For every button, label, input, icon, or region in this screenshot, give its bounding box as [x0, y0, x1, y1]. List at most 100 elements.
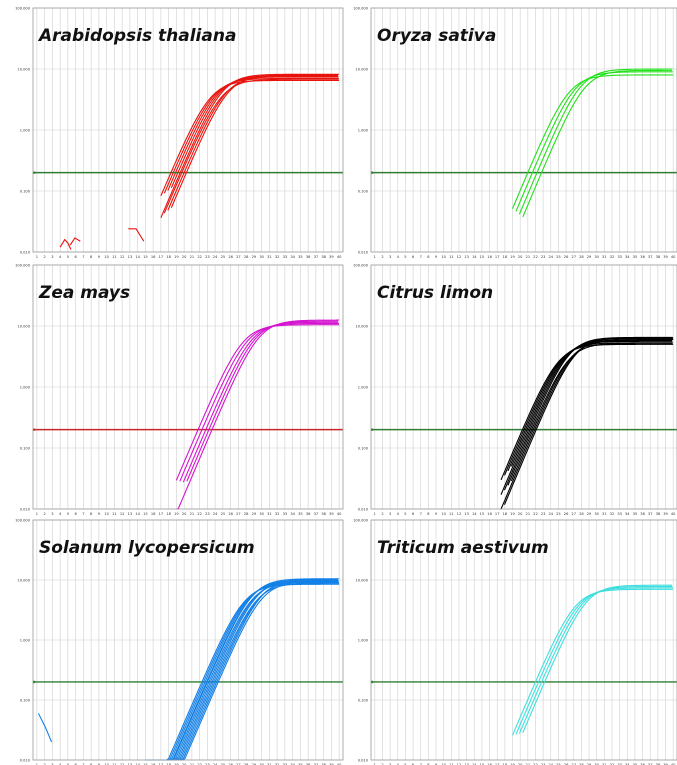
x-tick-label: 16	[487, 512, 492, 516]
x-tick-label: 28	[244, 512, 249, 516]
x-tick-label: 37	[648, 512, 653, 516]
plot-frame	[32, 7, 344, 253]
x-tick-label: 7	[82, 763, 84, 765]
x-tick-label: 21	[526, 512, 531, 516]
x-tick-label: 33	[617, 255, 622, 259]
y-tick-label: 100.000	[15, 7, 31, 11]
x-tick-label: 15	[480, 512, 485, 516]
x-tick-label: 4	[59, 763, 62, 765]
x-tick-label: 21	[190, 255, 195, 259]
x-tick-label: 39	[663, 255, 668, 259]
amplification-curve	[179, 322, 339, 482]
x-tick-label: 15	[480, 763, 485, 765]
x-tick-label: 30	[594, 512, 599, 516]
plot-frame	[370, 519, 677, 761]
x-tick-label: 23	[205, 512, 210, 516]
x-tick-label: 39	[663, 512, 668, 516]
x-tick-label: 25	[221, 255, 226, 259]
x-tick-label: 27	[571, 512, 576, 516]
x-tick-label: 15	[143, 763, 148, 765]
x-tick-label: 29	[587, 763, 592, 765]
x-tick-label: 5	[404, 255, 406, 259]
x-tick-label: 25	[556, 255, 561, 259]
y-tick-label: 0.100	[20, 699, 31, 703]
x-tick-label: 31	[267, 763, 272, 765]
x-tick-label: 18	[166, 763, 171, 765]
x-tick-label: 10	[104, 255, 109, 259]
x-tick-label: 18	[503, 763, 508, 765]
x-tick-label: 12	[120, 255, 125, 259]
x-tick-label: 32	[275, 763, 280, 765]
x-tick-label: 26	[228, 255, 233, 259]
x-tick-label: 13	[464, 763, 469, 765]
amplification-curve	[186, 320, 338, 482]
x-tick-label: 11	[112, 763, 117, 765]
plot-frame	[370, 7, 677, 253]
x-tick-label: 9	[435, 763, 438, 765]
panel-title: Arabidopsis thaliana	[37, 26, 236, 46]
x-tick-label: 39	[329, 255, 334, 259]
y-tick-label: 100.000	[353, 264, 369, 268]
x-tick-label: 23	[205, 763, 210, 765]
x-tick-label: 12	[457, 512, 462, 516]
amplification-curve	[152, 579, 339, 761]
x-tick-label: 18	[503, 512, 508, 516]
y-tick-label: 100.000	[353, 7, 369, 11]
x-tick-label: 22	[197, 255, 202, 259]
x-tick-label: 27	[571, 255, 576, 259]
x-tick-label: 25	[221, 763, 226, 765]
x-tick-label: 7	[420, 512, 422, 516]
x-tick-label: 25	[556, 512, 561, 516]
x-tick-label: 26	[228, 512, 233, 516]
x-tick-label: 40	[671, 512, 676, 516]
x-tick-label: 39	[329, 763, 334, 765]
x-tick-label: 38	[656, 512, 661, 516]
x-tick-label: 5	[67, 255, 69, 259]
x-tick-label: 20	[182, 255, 187, 259]
x-tick-label: 21	[190, 512, 195, 516]
x-tick-label: 18	[166, 512, 171, 516]
x-tick-label: 4	[59, 512, 62, 516]
x-tick-label: 26	[564, 763, 569, 765]
x-tick-label: 33	[283, 512, 288, 516]
x-tick-label: 37	[314, 763, 319, 765]
x-tick-label: 33	[617, 512, 622, 516]
y-tick-label: 0.100	[358, 699, 369, 703]
x-tick-label: 26	[228, 763, 233, 765]
x-tick-label: 7	[82, 255, 84, 259]
panel-title: Oryza sativa	[377, 26, 496, 46]
x-tick-label: 25	[556, 763, 561, 765]
y-tick-label: 1.000	[358, 129, 369, 133]
x-tick-label: 13	[464, 255, 469, 259]
x-tick-label: 13	[128, 763, 133, 765]
x-tick-label: 4	[397, 763, 400, 765]
x-tick-label: 19	[174, 255, 179, 259]
y-tick-label: 10.000	[17, 68, 30, 72]
x-tick-label: 24	[213, 512, 218, 516]
x-tick-label: 15	[143, 512, 148, 516]
x-tick-label: 4	[397, 255, 400, 259]
x-tick-label: 20	[518, 763, 523, 765]
x-tick-label: 9	[98, 512, 101, 516]
y-tick-label: 100.000	[15, 264, 31, 268]
x-tick-label: 37	[314, 255, 319, 259]
x-tick-label: 29	[252, 763, 257, 765]
x-tick-label: 1	[36, 255, 38, 259]
x-tick-label: 19	[510, 763, 515, 765]
x-tick-label: 40	[337, 763, 342, 765]
x-tick-label: 32	[610, 255, 615, 259]
x-tick-label: 24	[548, 763, 553, 765]
plot-frame	[32, 264, 344, 510]
x-tick-label: 8	[427, 512, 430, 516]
x-tick-label: 30	[594, 763, 599, 765]
x-tick-label: 6	[74, 255, 77, 259]
x-tick-label: 17	[495, 512, 500, 516]
x-tick-label: 10	[441, 255, 446, 259]
y-tick-label: 0.010	[20, 759, 31, 763]
x-tick-label: 23	[541, 512, 546, 516]
y-tick-label: 10.000	[17, 325, 30, 329]
x-tick-label: 3	[389, 763, 391, 765]
